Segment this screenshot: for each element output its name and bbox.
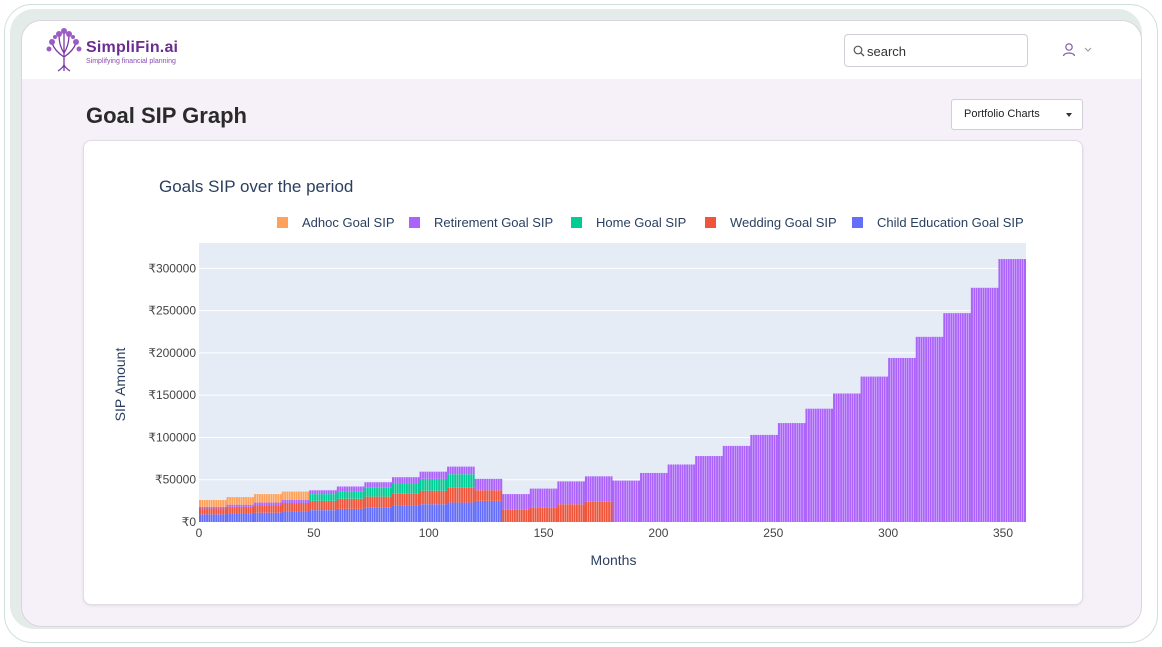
chart-card: ₹0 ₹50000 ₹100000 ₹150000 ₹200000 ₹250000 ₹300… <box>83 140 1083 605</box>
goal-sip-chart[interactable]: ₹0 ₹50000 ₹100000 ₹150000 ₹200000 ₹250000 ₹300… <box>84 141 1084 606</box>
y-tick-label: ₹200000 <box>148 346 196 360</box>
brand-tagline: Simplifying financial planning <box>86 58 176 65</box>
y-tick-label: ₹250000 <box>148 304 196 318</box>
x-tick-label: 0 <box>196 526 203 540</box>
search-icon <box>853 45 865 57</box>
legend-label: Retirement Goal SIP <box>434 215 553 230</box>
user-icon <box>1062 43 1092 57</box>
user-menu[interactable] <box>1062 42 1094 58</box>
y-tick-label: ₹0 <box>182 515 197 529</box>
caret-down-icon <box>1066 113 1072 117</box>
x-tick-label: 250 <box>763 526 783 540</box>
x-axis-label: Months <box>591 552 637 568</box>
search-input[interactable] <box>867 41 1022 61</box>
x-tick-label: 300 <box>878 526 898 540</box>
legend-label: Adhoc Goal SIP <box>302 215 395 230</box>
legend-label: Wedding Goal SIP <box>730 215 837 230</box>
legend-swatch <box>705 217 716 228</box>
y-tick-label: ₹150000 <box>148 388 196 402</box>
portfolio-charts-dropdown[interactable]: Portfolio Charts <box>951 99 1083 130</box>
app-window: SimpliFin.ai Simplifying financial plann… <box>21 20 1142 627</box>
top-navbar: SimpliFin.ai Simplifying financial plann… <box>22 21 1141 79</box>
y-tick-label: ₹50000 <box>155 473 196 487</box>
x-tick-label: 50 <box>307 526 321 540</box>
x-tick-label: 350 <box>993 526 1013 540</box>
x-tick-label: 150 <box>534 526 554 540</box>
y-tick-label: ₹300000 <box>148 261 196 275</box>
chevron-down-icon <box>1084 47 1092 52</box>
y-axis-label: SIP Amount <box>112 348 128 422</box>
brand-logo[interactable]: SimpliFin.ai Simplifying financial plann… <box>44 27 204 73</box>
legend-label: Child Education Goal SIP <box>877 215 1024 230</box>
legend-swatch <box>571 217 582 228</box>
tree-logo-icon <box>46 28 82 72</box>
brand-name: SimpliFin.ai <box>86 39 179 56</box>
legend-swatch <box>277 217 288 228</box>
legend-swatch <box>852 217 863 228</box>
legend-swatch <box>409 217 420 228</box>
dropdown-label: Portfolio Charts <box>964 108 1040 120</box>
x-tick-label: 200 <box>648 526 668 540</box>
y-tick-label: ₹100000 <box>148 430 196 444</box>
search-box[interactable] <box>844 34 1028 67</box>
legend-label: Home Goal SIP <box>596 215 686 230</box>
chart-title: Goals SIP over the period <box>159 177 353 196</box>
x-tick-label: 100 <box>419 526 439 540</box>
page-title: Goal SIP Graph <box>86 103 247 128</box>
